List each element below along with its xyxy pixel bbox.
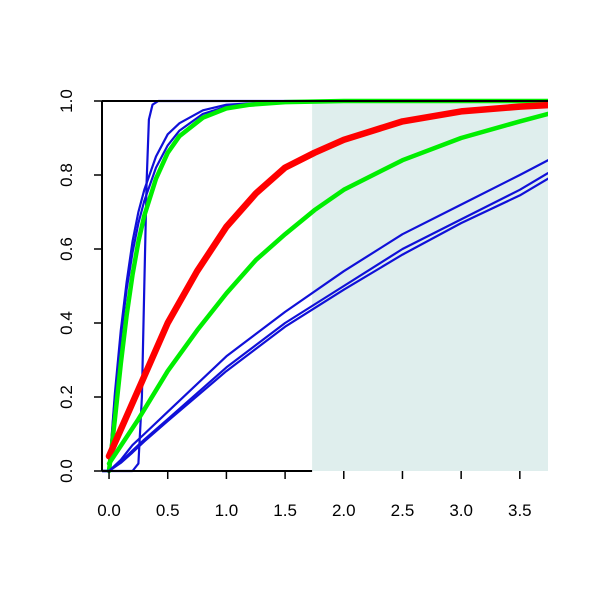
- x-tick-label: 0.5: [156, 501, 180, 520]
- series-line-7: [102, 159, 548, 473]
- y-axis: 0.0 0.2 0.4 0.6 0.8 1.0: [57, 89, 102, 483]
- axes-layer: [101, 100, 548, 472]
- x-tick-label: 2.5: [391, 501, 415, 520]
- series-line-6: [106, 111, 548, 466]
- series-line-5: [105, 101, 548, 460]
- shaded-region: [312, 101, 548, 471]
- y-tick-label: 0.4: [57, 311, 76, 335]
- y-tick-label: 0.2: [57, 385, 76, 409]
- x-tick-label: 2.0: [332, 501, 356, 520]
- x-tick-label: 3.5: [508, 501, 532, 520]
- x-tick-label: 0.0: [97, 501, 121, 520]
- series-line-9: [102, 177, 548, 473]
- x-tick-label: 3.0: [449, 501, 473, 520]
- x-axis: 0.0 0.5 1.0 1.5 2.0 2.5 3.0 3.5: [97, 471, 532, 520]
- y-tick-label: 0.8: [57, 163, 76, 187]
- x-tick-label: 1.5: [273, 501, 297, 520]
- series-line-4: [106, 98, 548, 474]
- y-tick-label: 1.0: [57, 89, 76, 113]
- y-tick-label: 0.6: [57, 237, 76, 261]
- series-layer: [102, 98, 548, 474]
- x-tick-label: 1.0: [215, 501, 239, 520]
- y-tick-label: 0.0: [57, 459, 76, 483]
